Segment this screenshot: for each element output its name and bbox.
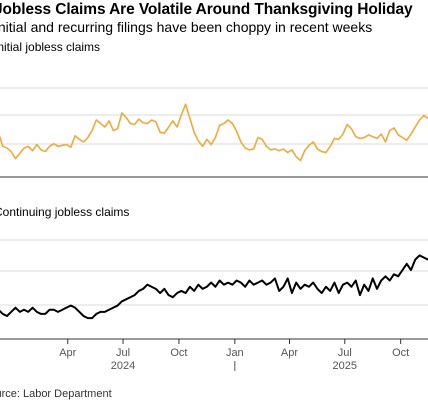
continuing-claims-line	[0, 254, 428, 320]
x-tick-label-jul-1: Jul	[116, 347, 130, 359]
series-lines	[0, 103, 428, 320]
x-tick-label-apr-4: Apr	[281, 347, 298, 359]
x-axis: Apr Jul Oct Jan Apr Jul Oct 2024 2025	[59, 339, 409, 372]
x-tick-label-jul-5: Jul	[338, 347, 352, 359]
x-tick-label-apr-0: Apr	[59, 347, 76, 359]
year-label-2024: 2024	[111, 360, 135, 372]
x-tick-label-jan-3: Jan	[226, 347, 244, 359]
initial-claims-line	[0, 103, 428, 162]
continuing-claims-panel-label: Continuing jobless claims	[0, 205, 129, 219]
initial-claims-panel-label: Initial jobless claims	[0, 40, 100, 54]
chart-subtitle: Initial and recurring filings have been …	[0, 19, 373, 35]
x-tick-label-oct-2: Oct	[170, 347, 187, 359]
year-label-2025: 2025	[333, 360, 357, 372]
chart-title: Jobless Claims Are Volatile Around Thank…	[0, 1, 413, 18]
source-note: Source: Labor Department	[0, 388, 112, 400]
x-tick-label-oct-6: Oct	[392, 347, 409, 359]
